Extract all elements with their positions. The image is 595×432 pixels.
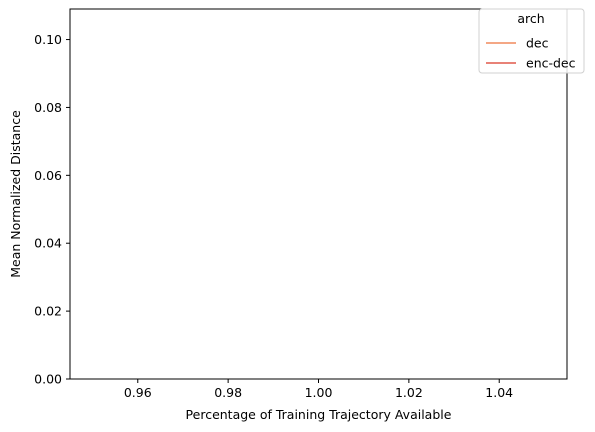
y-tick-label: 0.04 (34, 236, 62, 251)
legend-label-dec: dec (526, 36, 549, 51)
y-axis-label: Mean Normalized Distance (8, 110, 23, 278)
x-tick-label: 0.98 (214, 385, 242, 400)
x-tick-label: 0.96 (124, 385, 152, 400)
legend-label-enc-dec: enc-dec (526, 56, 576, 71)
legend: arch dec enc-dec (479, 9, 584, 73)
y-tick-label: 0.06 (34, 168, 62, 183)
y-tick-label: 0.00 (34, 372, 62, 387)
x-tick-label: 1.00 (305, 385, 333, 400)
x-axis-label: Percentage of Training Trajectory Availa… (186, 407, 452, 422)
x-tick-label: 1.04 (485, 385, 513, 400)
y-tick-label: 0.08 (34, 100, 62, 115)
legend-title: arch (517, 11, 544, 26)
x-tick-label: 1.02 (395, 385, 423, 400)
y-tick-label: 0.02 (34, 304, 62, 319)
x-axis-ticks: 0.96 0.98 1.00 1.02 1.04 (124, 379, 513, 400)
y-tick-label: 0.10 (34, 32, 62, 47)
y-axis-ticks: 0.00 0.02 0.04 0.06 0.08 0.10 (34, 32, 70, 386)
